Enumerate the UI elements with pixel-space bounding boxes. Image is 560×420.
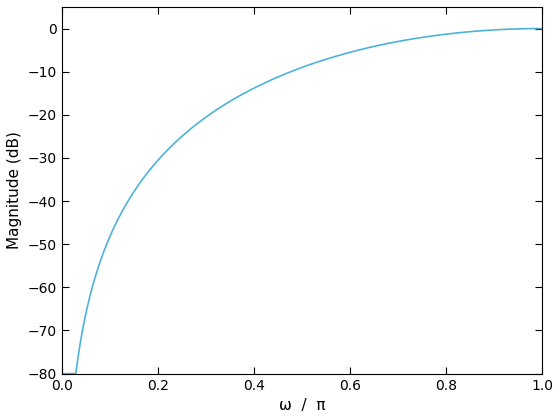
- X-axis label: ω  /  π: ω / π: [278, 398, 325, 413]
- Y-axis label: Magnitude (dB): Magnitude (dB): [7, 131, 22, 249]
